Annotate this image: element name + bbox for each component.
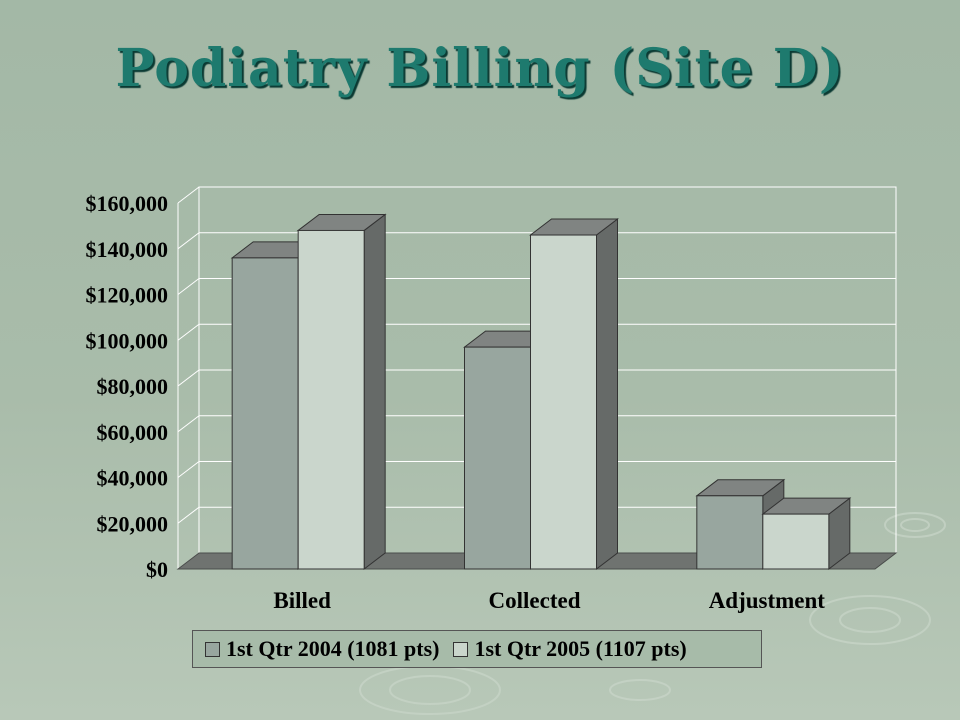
bar-collected-series-1 — [529, 218, 619, 571]
y-tick-label: $160,000 — [86, 191, 169, 216]
legend-label-series-0: 1st Qtr 2004 (1081 pts) — [226, 636, 440, 661]
legend-item-series-1: 1st Qtr 2005 (1107 pts) — [453, 636, 687, 662]
x-category-label: Adjustment — [709, 588, 826, 613]
y-tick-label: $100,000 — [86, 328, 169, 353]
x-category-label: Collected — [489, 588, 581, 613]
gridline-side — [177, 278, 200, 295]
y-tick-label: $120,000 — [86, 283, 169, 308]
legend-label-series-1: 1st Qtr 2005 (1107 pts) — [474, 636, 687, 661]
x-category-label: Billed — [273, 588, 331, 613]
gridline-side — [177, 186, 200, 204]
legend-item-series-0: 1st Qtr 2004 (1081 pts) — [205, 636, 439, 662]
bar-billed-series-1 — [296, 213, 387, 571]
y-tick-label: $60,000 — [97, 420, 169, 445]
y-tick-label: $140,000 — [86, 237, 169, 262]
legend: 1st Qtr 2004 (1081 pts) 1st Qtr 2005 (11… — [192, 630, 762, 668]
gridline-side — [177, 461, 200, 478]
bar-adjustment-series-1 — [761, 497, 852, 571]
bars — [230, 213, 852, 571]
y-tick-label: $40,000 — [97, 466, 169, 491]
gridline-side — [177, 323, 200, 341]
legend-swatch-series-1 — [453, 641, 469, 657]
y-axis: $0 $20,000 $40,000 $60,000 $80,000 $100,000 $1… — [86, 191, 169, 582]
gridline-side — [177, 369, 200, 387]
y-tick-label: $20,000 — [97, 511, 169, 536]
slide-title: Podiatry Billing (Site D) — [115, 38, 845, 99]
gridline-side — [177, 415, 200, 433]
y-tick-label: $80,000 — [97, 374, 169, 399]
x-axis: Billed Collected Adjustment — [273, 588, 825, 613]
gridline-side — [177, 506, 200, 524]
y-tick-label: $0 — [146, 557, 168, 582]
legend-swatch-series-0 — [205, 641, 220, 657]
gridline-side — [177, 232, 200, 250]
